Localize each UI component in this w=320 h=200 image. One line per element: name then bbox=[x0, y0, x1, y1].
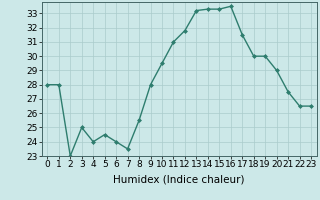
X-axis label: Humidex (Indice chaleur): Humidex (Indice chaleur) bbox=[114, 175, 245, 185]
